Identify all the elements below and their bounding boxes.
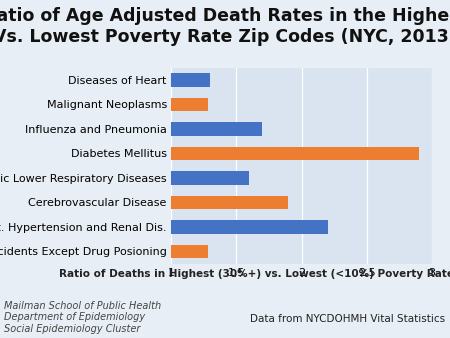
Text: Data from NYCDOHMH Vital Statistics: Data from NYCDOHMH Vital Statistics <box>250 314 446 324</box>
Bar <box>171 171 249 185</box>
Bar <box>171 98 207 111</box>
Text: Mailman School of Public Health
Department of Epidemiology
Social Epidemiology C: Mailman School of Public Health Departme… <box>4 301 162 334</box>
Bar <box>171 245 207 258</box>
Bar <box>171 196 288 209</box>
Text: Ratio of Deaths in Highest (30%+) vs. Lowest (<10%) Poverty Rate Zip Codes (NYC): Ratio of Deaths in Highest (30%+) vs. Lo… <box>59 269 450 279</box>
Text: Ratio of Age Adjusted Death Rates in the Highest
Vs. Lowest Poverty Rate Zip Cod: Ratio of Age Adjusted Death Rates in the… <box>0 7 450 46</box>
Bar <box>171 220 328 234</box>
Bar <box>171 122 262 136</box>
Bar <box>171 73 210 87</box>
Bar <box>171 147 419 160</box>
